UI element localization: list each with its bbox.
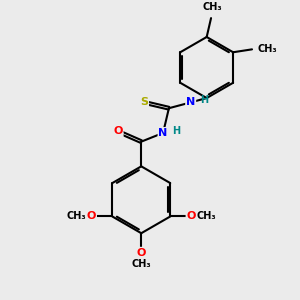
Text: H: H [200, 95, 208, 105]
Text: N: N [158, 128, 168, 138]
Text: N: N [186, 98, 195, 107]
Text: CH₃: CH₃ [258, 44, 278, 54]
Text: O: O [136, 248, 146, 258]
Text: S: S [140, 98, 148, 107]
Text: O: O [87, 212, 96, 221]
Text: O: O [113, 127, 123, 136]
Text: CH₃: CH₃ [66, 212, 86, 221]
Text: CH₃: CH₃ [203, 2, 222, 12]
Text: O: O [187, 212, 196, 221]
Text: CH₃: CH₃ [131, 259, 151, 269]
Text: H: H [172, 126, 181, 136]
Text: CH₃: CH₃ [197, 212, 216, 221]
